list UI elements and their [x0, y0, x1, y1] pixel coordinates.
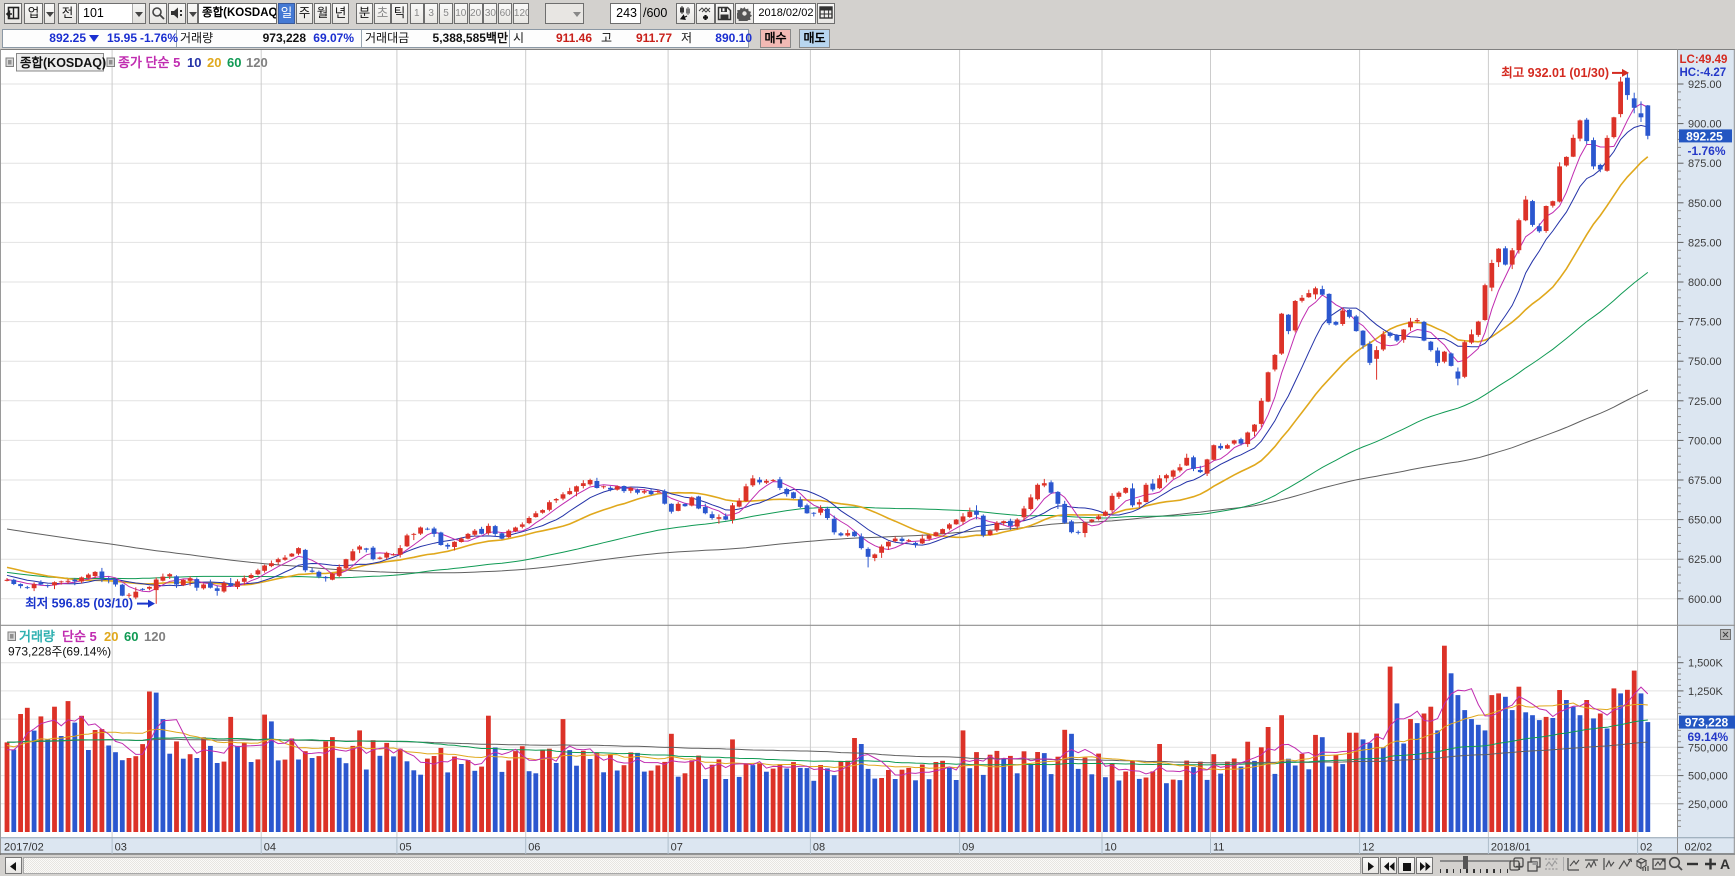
svg-text:2017/02: 2017/02 [4, 841, 44, 853]
svg-text:750.00: 750.00 [1688, 356, 1722, 368]
svg-text:최저 596.85 (03/10): 최저 596.85 (03/10) [25, 596, 133, 611]
svg-text:500,000: 500,000 [1688, 771, 1728, 783]
svg-text:최고 932.01 (01/30): 최고 932.01 (01/30) [1501, 65, 1609, 80]
svg-text:LC:49.49: LC:49.49 [1680, 54, 1728, 66]
svg-text:10: 10 [187, 55, 201, 70]
svg-text:825.00: 825.00 [1688, 237, 1722, 249]
svg-text:892.25: 892.25 [1686, 129, 1723, 143]
svg-text:650.00: 650.00 [1688, 515, 1722, 527]
svg-text:120: 120 [144, 629, 166, 644]
svg-text:07: 07 [671, 841, 683, 853]
svg-text:800.00: 800.00 [1688, 277, 1722, 289]
svg-text:08: 08 [813, 841, 825, 853]
svg-text:120: 120 [246, 55, 268, 70]
svg-text:HC:-4.27: HC:-4.27 [1680, 67, 1727, 79]
svg-text:종가 단순 5: 종가 단순 5 [118, 55, 180, 70]
svg-text:1,500K: 1,500K [1688, 658, 1724, 670]
svg-text:1,250K: 1,250K [1688, 686, 1724, 698]
svg-text:단순 5: 단순 5 [62, 629, 97, 644]
svg-text:60: 60 [227, 55, 241, 70]
svg-text:20: 20 [207, 55, 221, 70]
svg-text:04: 04 [264, 841, 276, 853]
svg-text:600.00: 600.00 [1688, 594, 1722, 606]
svg-text:12: 12 [1362, 841, 1374, 853]
svg-text:종합(KOSDAQ): 종합(KOSDAQ) [20, 55, 106, 70]
svg-text:69.14%: 69.14% [1688, 730, 1729, 744]
svg-text:250,000: 250,000 [1688, 799, 1728, 811]
svg-text:02: 02 [1640, 841, 1652, 853]
svg-text:02/02: 02/02 [1685, 841, 1713, 853]
svg-text:973,228주(69.14%): 973,228주(69.14%) [8, 645, 111, 659]
svg-text:11: 11 [1213, 841, 1224, 853]
svg-text:09: 09 [962, 841, 974, 853]
svg-text:675.00: 675.00 [1688, 475, 1722, 487]
svg-text:10: 10 [1105, 841, 1117, 853]
svg-text:05: 05 [399, 841, 411, 853]
svg-text:775.00: 775.00 [1688, 317, 1722, 329]
svg-text:2018/01: 2018/01 [1491, 841, 1531, 853]
svg-text:700.00: 700.00 [1688, 435, 1722, 447]
svg-text:925.00: 925.00 [1688, 79, 1722, 91]
svg-text:60: 60 [124, 629, 138, 644]
svg-text:850.00: 850.00 [1688, 198, 1722, 210]
svg-text:03: 03 [115, 841, 127, 853]
svg-text:20: 20 [104, 629, 118, 644]
svg-text:725.00: 725.00 [1688, 396, 1722, 408]
svg-text:-1.76%: -1.76% [1688, 144, 1726, 158]
svg-text:거래량: 거래량 [19, 629, 55, 644]
svg-text:973,228: 973,228 [1685, 716, 1729, 730]
svg-text:06: 06 [528, 841, 540, 853]
svg-text:875.00: 875.00 [1688, 158, 1722, 170]
svg-text:625.00: 625.00 [1688, 554, 1722, 566]
